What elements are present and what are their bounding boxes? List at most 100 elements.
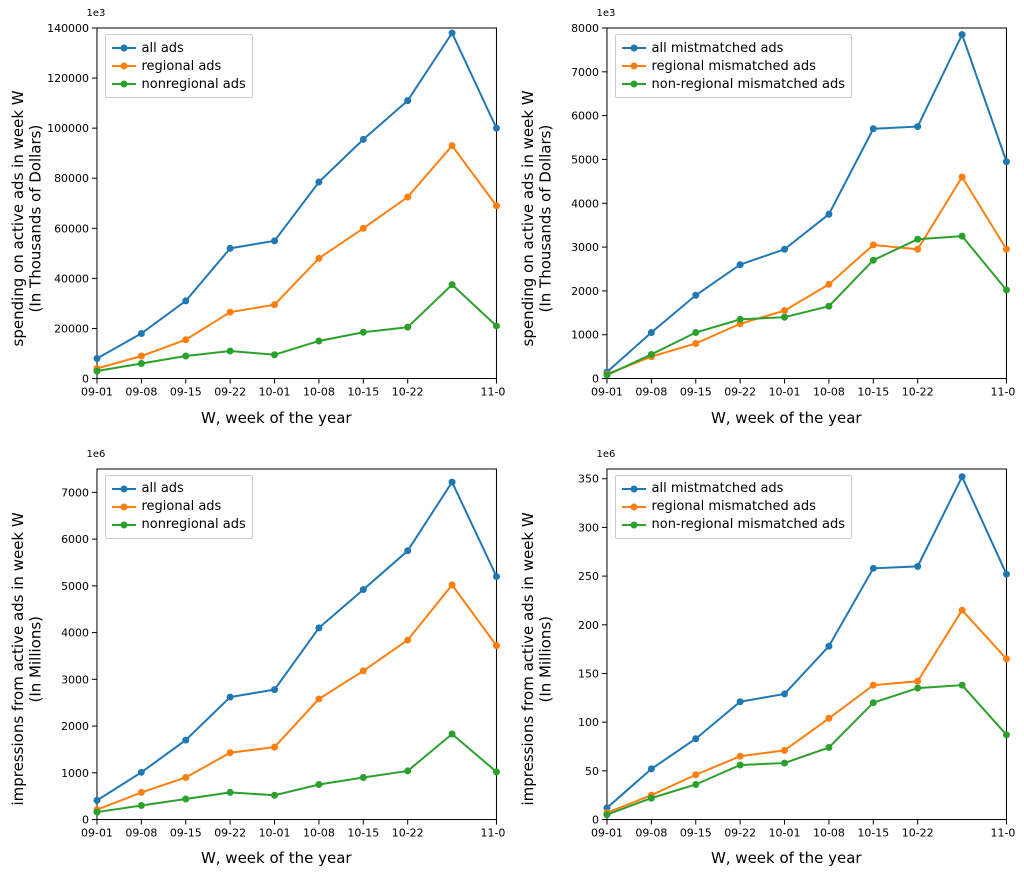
series-line	[96, 146, 495, 369]
ylabel: impressions from active ads in week W (I…	[8, 449, 47, 870]
series-line	[96, 734, 495, 812]
svg-text:09-22: 09-22	[214, 826, 246, 839]
series-marker	[914, 684, 921, 691]
legend-swatch-icon	[622, 482, 646, 496]
series-marker	[271, 791, 278, 798]
legend-label: non-regional mismatched ads	[652, 77, 845, 92]
svg-text:4000: 4000	[571, 197, 599, 210]
ylabel: spending on active ads in week W (In Tho…	[518, 8, 557, 429]
legend-label: all ads	[142, 41, 184, 56]
series-marker	[137, 802, 144, 809]
legend-item: all mistmatched ads	[622, 39, 845, 57]
series-marker	[93, 796, 100, 803]
plot-area: 0100020003000400050006000700009-0109-080…	[47, 463, 507, 850]
series-marker	[137, 768, 144, 775]
svg-text:200: 200	[578, 618, 599, 631]
svg-text:3000: 3000	[61, 673, 89, 686]
svg-text:2000: 2000	[61, 720, 89, 733]
svg-text:150: 150	[578, 667, 599, 680]
series-marker	[647, 329, 654, 336]
legend: all mistmatched ads regional mismatched a…	[615, 34, 852, 98]
series-marker	[182, 795, 189, 802]
svg-text:09-22: 09-22	[724, 826, 756, 839]
svg-text:6000: 6000	[61, 533, 89, 546]
legend-label: regional ads	[142, 499, 222, 514]
svg-text:0: 0	[82, 813, 89, 826]
svg-text:1000: 1000	[571, 329, 599, 342]
series-marker	[736, 261, 743, 268]
svg-text:2000: 2000	[571, 285, 599, 298]
svg-text:0: 0	[592, 813, 599, 826]
series-marker	[692, 780, 699, 787]
svg-text:10-08: 10-08	[812, 826, 844, 839]
legend-label: regional mismatched ads	[652, 59, 816, 74]
svg-text:50: 50	[585, 764, 599, 777]
ylabel: spending on active ads in week W (In Tho…	[8, 8, 47, 429]
series-marker	[1002, 287, 1009, 294]
panel-top-left: spending on active ads in week W (In Tho…	[8, 8, 506, 429]
svg-text:10-01: 10-01	[768, 826, 800, 839]
series-line	[606, 685, 1005, 815]
legend-label: all ads	[142, 481, 184, 496]
series-marker	[137, 330, 144, 337]
svg-text:100: 100	[578, 716, 599, 729]
series-line	[606, 236, 1005, 375]
series-marker	[781, 246, 788, 253]
legend-swatch-icon	[622, 518, 646, 532]
legend-item: non-regional mismatched ads	[622, 516, 845, 534]
series-marker	[736, 752, 743, 759]
legend: all mistmatched adsregional mismatched a…	[615, 475, 852, 539]
legend-swatch-icon	[112, 77, 136, 91]
y-exponent: 1e3	[47, 8, 507, 22]
series-marker	[869, 257, 876, 264]
svg-text:140000: 140000	[47, 22, 89, 35]
series-marker	[869, 699, 876, 706]
series-marker	[93, 808, 100, 815]
svg-text:10-15: 10-15	[857, 386, 889, 399]
series-marker	[825, 211, 832, 218]
series-marker	[1002, 158, 1009, 165]
svg-text:20000: 20000	[54, 322, 89, 335]
svg-text:4000: 4000	[61, 626, 89, 639]
series-marker	[182, 297, 189, 304]
svg-text:09-15: 09-15	[679, 826, 711, 839]
svg-text:09-08: 09-08	[635, 386, 667, 399]
legend-item: regional ads	[112, 498, 246, 516]
y-exponent: 1e3	[557, 8, 1017, 22]
series-marker	[404, 194, 411, 201]
y-exponent: 1e6	[557, 449, 1017, 463]
series-marker	[825, 642, 832, 649]
series-marker	[226, 309, 233, 316]
legend-label: all mistmatched ads	[652, 481, 784, 496]
series-marker	[1002, 570, 1009, 577]
svg-text:10-15: 10-15	[347, 826, 379, 839]
series-marker	[692, 340, 699, 347]
series-marker	[271, 351, 278, 358]
svg-text:0: 0	[592, 373, 599, 386]
series-marker	[914, 123, 921, 130]
series-marker	[492, 125, 499, 132]
series-marker	[359, 225, 366, 232]
series-marker	[182, 336, 189, 343]
svg-text:0: 0	[82, 373, 89, 386]
series-marker	[958, 31, 965, 38]
series-marker	[603, 372, 610, 379]
legend-item: regional ads	[112, 57, 246, 75]
legend-swatch-icon	[112, 518, 136, 532]
series-marker	[914, 236, 921, 243]
svg-text:100000: 100000	[47, 122, 89, 135]
legend-swatch-icon	[112, 500, 136, 514]
svg-text:250: 250	[578, 570, 599, 583]
legend-item: all ads	[112, 39, 246, 57]
series-marker	[226, 749, 233, 756]
series-marker	[1002, 731, 1009, 738]
xlabel: W, week of the year	[47, 409, 507, 429]
series-marker	[226, 245, 233, 252]
series-line	[606, 610, 1005, 813]
legend-item: non-regional mismatched ads	[622, 75, 845, 93]
svg-text:10-01: 10-01	[768, 386, 800, 399]
series-marker	[315, 178, 322, 185]
svg-text:5000: 5000	[61, 579, 89, 592]
svg-text:1000: 1000	[61, 766, 89, 779]
svg-text:10-22: 10-22	[391, 826, 423, 839]
